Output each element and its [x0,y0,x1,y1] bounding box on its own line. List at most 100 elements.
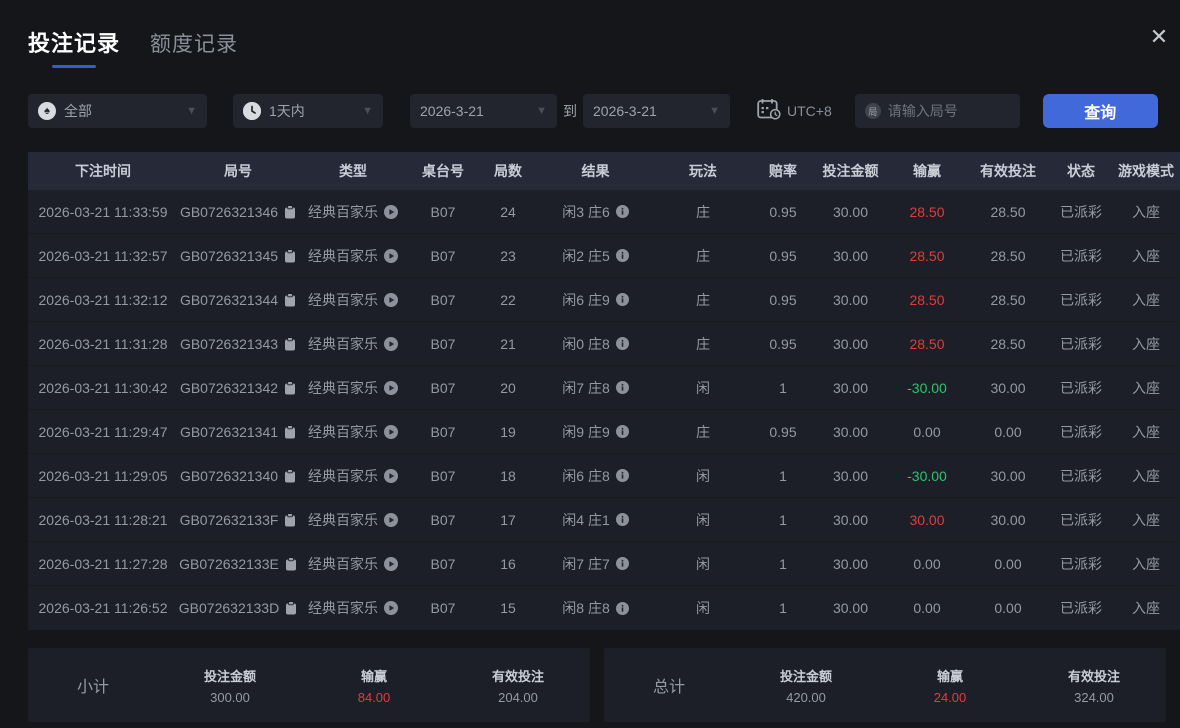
date-from-value: 2026-3-21 [420,103,484,119]
col-type: 类型 [339,163,367,179]
valid-bet: 28.50 [990,335,1026,352]
info-icon[interactable] [615,469,629,482]
table-row: 2026-03-21 11:29:05 GB0726321340 经典百家乐 B… [28,454,1180,498]
info-icon[interactable] [615,425,629,438]
copy-icon[interactable] [284,512,296,527]
play-video-icon[interactable] [384,424,398,439]
subtotal-valid-bet: 有效投注 204.00 [491,668,544,705]
close-icon[interactable]: ✕ [1149,24,1169,49]
result: 闲4 庄1 [562,511,610,528]
game-type-dropdown[interactable]: ♠ 全部 ▼ [28,94,207,128]
date-to-picker[interactable]: 2026-3-21 ▼ [583,94,730,128]
game-type-cell: 经典百家乐 [298,378,408,398]
timezone-indicator[interactable]: UTC+8 [757,98,832,125]
copy-icon[interactable] [284,424,296,439]
tab-bet-records[interactable]: 投注记录 [28,26,120,68]
table-row: 2026-03-21 11:31:28 GB0726321343 经典百家乐 B… [28,322,1180,366]
odds: 0.95 [769,203,797,220]
game-type: 经典百家乐 [308,423,378,440]
round-id-cell: GB072632133E [178,556,298,572]
query-button[interactable]: 查询 [1042,94,1158,128]
valid-bet: 0.00 [994,600,1022,616]
info-icon[interactable] [615,601,629,615]
tab-quota-records[interactable]: 额度记录 [150,28,238,68]
result: 闲6 庄9 [562,291,610,308]
copy-icon[interactable] [284,248,296,263]
round-id-cell: GB0726321344 [178,292,298,308]
subtotal-card: 小计 投注金额 300.00 输赢 84.00 有效投注 204.00 [28,648,590,722]
info-icon[interactable] [615,557,629,570]
round-id-cell: GB0726321342 [178,380,298,396]
play-video-icon[interactable] [384,248,398,263]
info-icon[interactable] [615,513,629,526]
time-range-dropdown[interactable]: 1天内 ▼ [233,94,383,128]
round-number-inputbox[interactable]: 局 [854,94,1020,128]
bet-time: 2026-03-21 11:27:28 [38,555,168,572]
game-mode: 入座 [1132,379,1160,396]
bet-time: 2026-03-21 11:32:57 [38,247,168,264]
tab-bet-records-label: 投注记录 [28,31,121,56]
round-id: GB072632133E [179,555,279,572]
result-cell: 闲9 庄9 [538,422,653,442]
info-icon[interactable] [615,337,629,350]
table-no: B07 [430,600,456,616]
table-row: 2026-03-21 11:32:12 GB0726321344 经典百家乐 B… [28,278,1180,322]
info-icon[interactable] [615,381,629,394]
game-mode: 入座 [1132,335,1160,352]
info-icon[interactable] [615,205,629,218]
status-badge: 已派彩 [1060,511,1102,528]
bet-amount: 30.00 [832,511,869,528]
game-type: 经典百家乐 [308,511,378,528]
play-video-icon[interactable] [384,380,398,395]
round-id: GB0726321341 [179,423,279,440]
total-valid-bet: 有效投注 324.00 [1067,668,1120,705]
timezone-label: UTC+8 [787,103,832,119]
col-winloss: 输赢 [913,163,941,179]
valid-bet: 30.00 [990,511,1026,528]
date-from-picker[interactable]: 2026-3-21 ▼ [410,94,557,128]
status-badge: 已派彩 [1060,467,1102,484]
copy-icon[interactable] [285,601,297,615]
game-no: 19 [500,423,516,440]
play-video-icon[interactable] [384,601,398,615]
winloss: 28.50 [909,247,945,264]
play-video-icon[interactable] [384,512,398,527]
bet-time: 2026-03-21 11:31:28 [38,335,168,352]
info-icon[interactable] [615,293,629,306]
spade-icon: ♠ [38,102,56,120]
result-cell: 闲7 庄8 [538,378,653,398]
copy-icon[interactable] [285,556,297,571]
bet-amount: 30.00 [832,291,869,308]
play-video-icon[interactable] [384,204,398,219]
copy-icon[interactable] [284,468,296,483]
result: 闲0 庄8 [562,335,610,352]
table-no: B07 [430,379,456,396]
copy-icon[interactable] [284,204,296,219]
round-id: GB072632133F [179,511,279,528]
result-cell: 闲3 庄6 [538,202,653,222]
status-badge: 已派彩 [1060,291,1102,308]
play-video-icon[interactable] [384,292,398,307]
play-video-icon[interactable] [384,556,398,571]
info-icon[interactable] [615,249,629,262]
calendar-clock-icon [757,98,781,125]
copy-icon[interactable] [284,380,296,395]
valid-bet: 28.50 [990,291,1026,308]
game-type: 经典百家乐 [308,467,378,484]
play-video-icon[interactable] [384,468,398,483]
play-side: 闲 [696,600,710,616]
game-type-cell: 经典百家乐 [298,334,408,354]
play-video-icon[interactable] [384,336,398,351]
copy-icon[interactable] [284,336,296,351]
table-no: B07 [430,423,456,440]
game-type-cell: 经典百家乐 [298,510,408,530]
copy-icon[interactable] [284,292,296,307]
round-number-input[interactable] [887,103,1010,119]
status-badge: 已派彩 [1060,379,1102,396]
round-id: GB0726321340 [179,467,279,484]
play-side: 庄 [696,423,710,440]
round-id: GB0726321346 [179,203,279,220]
game-no: 23 [500,247,516,264]
game-mode: 入座 [1132,423,1160,440]
valid-bet: 30.00 [990,467,1026,484]
